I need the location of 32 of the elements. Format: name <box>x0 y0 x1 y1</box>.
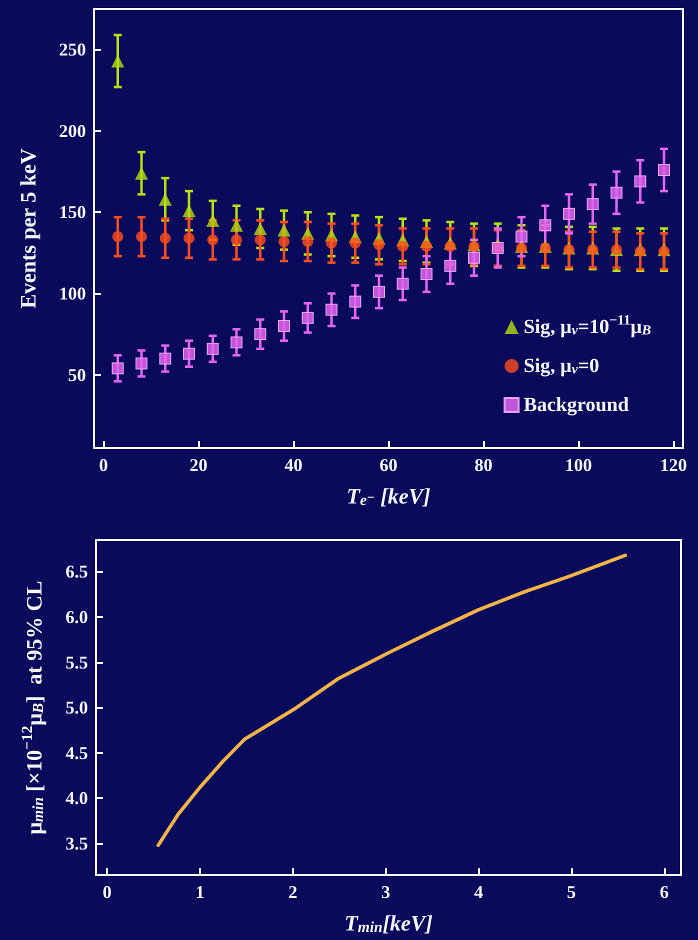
x-tick-label: 20 <box>190 455 208 475</box>
y-tick-label: 5.5 <box>66 652 88 672</box>
y-tick-label: 200 <box>59 120 86 141</box>
x-tick-label: 6 <box>660 882 669 902</box>
y-tick-label: 6.5 <box>66 562 88 582</box>
x-axis-title: Tmin[keV] <box>344 910 433 936</box>
x-tick-label: 80 <box>474 455 492 475</box>
x-axis-title: Te⁻ [keV] <box>346 483 430 509</box>
x-tick-label: 0 <box>99 455 108 475</box>
x-tick-label: 1 <box>196 882 204 902</box>
y-axis-title: μmin [×10−12μB] at 95% CL <box>18 580 47 834</box>
y-tick-label: 50 <box>68 364 86 385</box>
y-tick-label: 4.0 <box>66 788 88 808</box>
y-tick-label: 5.0 <box>66 698 88 718</box>
legend-label: Sig, μν=0 <box>524 355 600 378</box>
y-tick-label: 100 <box>59 284 86 304</box>
y-tick-label: 250 <box>59 40 86 60</box>
x-tick-label: 3 <box>381 882 390 902</box>
x-tick-label: 4 <box>474 882 484 902</box>
legend-label: Background <box>524 394 629 416</box>
x-tick-label: 100 <box>565 455 592 475</box>
y-tick-label: 150 <box>59 202 86 222</box>
y-axis-title: Events per 5 keV <box>16 148 40 309</box>
x-tick-label: 40 <box>284 455 302 475</box>
x-tick-label: 0 <box>102 882 112 902</box>
y-tick-label: 6.0 <box>66 607 88 628</box>
y-tick-label: 4.5 <box>66 742 88 763</box>
x-tick-label: 2 <box>288 882 298 902</box>
y-tick-label: 3.5 <box>66 833 88 854</box>
x-tick-label: 5 <box>566 882 576 902</box>
x-tick-label: 60 <box>380 455 398 475</box>
x-tick-label: 120 <box>660 455 687 475</box>
